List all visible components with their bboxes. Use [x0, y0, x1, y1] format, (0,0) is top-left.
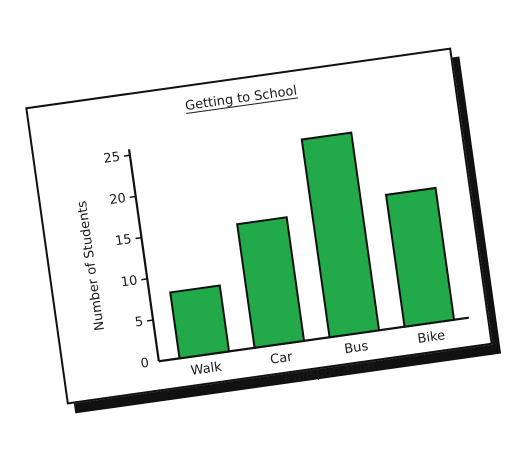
y-tick [141, 278, 148, 281]
bar-bike [384, 186, 456, 328]
y-tick-label: 5 [134, 315, 144, 331]
bar-car [236, 216, 306, 349]
bar-chart: 0 5 10 15 20 25 Walk Car Bus Bike Transportation Nu… [75, 131, 469, 386]
bar-bus [300, 131, 381, 339]
y-tick-label: 25 [103, 150, 121, 167]
x-tick-label-car: Car [269, 350, 294, 368]
y-tick [147, 319, 154, 322]
x-tick-label-walk: Walk [190, 360, 223, 379]
y-axis-title: Number of Students [75, 200, 108, 332]
y-tick-label: 20 [108, 191, 126, 208]
y-tick [129, 195, 136, 199]
y-tick-label: 10 [120, 273, 138, 290]
y-tick-label: 0 [140, 356, 150, 372]
y-axis [127, 149, 160, 362]
x-axis-title: Transportation [280, 358, 376, 386]
bar-walk [169, 284, 231, 360]
y-tick [135, 236, 142, 240]
y-tick [123, 154, 131, 157]
x-tick-label-bus: Bus [343, 339, 369, 357]
y-tick-label: 15 [114, 232, 132, 249]
chart-card: Getting to School 0 5 10 15 20 25 Walk Car Bus Bi… [25, 47, 493, 405]
x-tick-label-bike: Bike [417, 328, 446, 347]
